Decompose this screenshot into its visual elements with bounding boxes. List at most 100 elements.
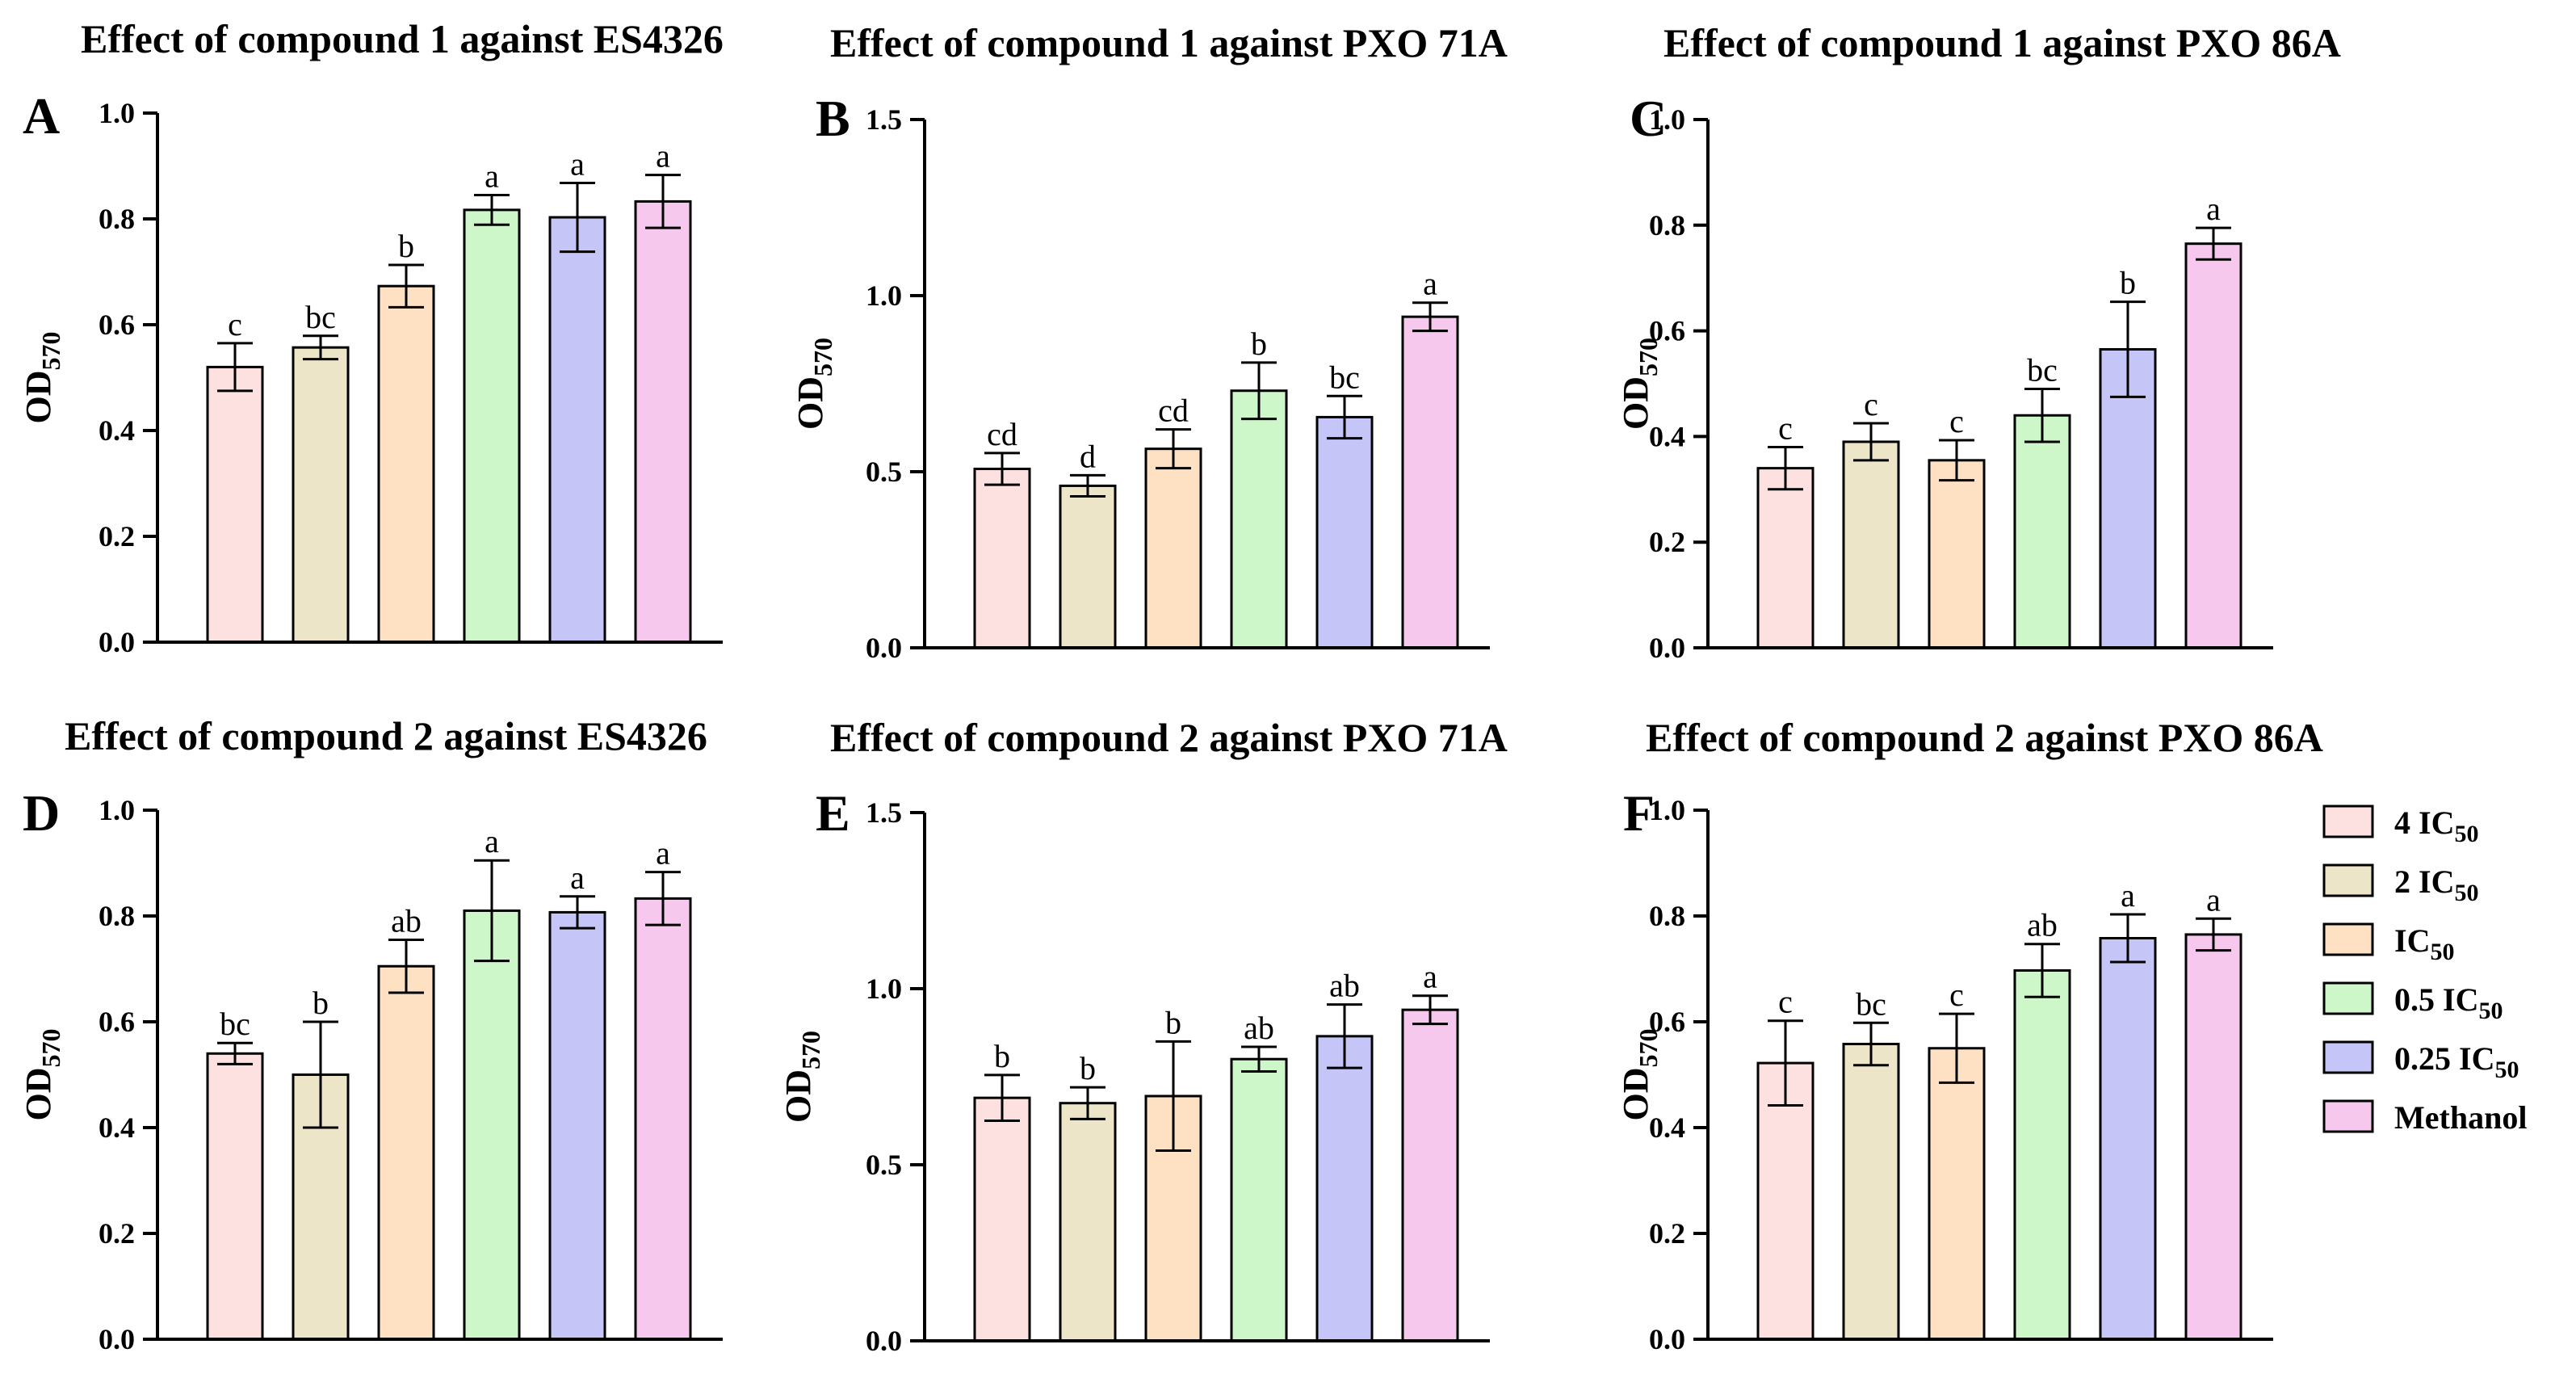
significance-label: a	[656, 835, 670, 872]
y-tick-label: 0.6	[1649, 315, 1685, 347]
legend-swatch	[2322, 1099, 2374, 1133]
legend-item-2: 2 IC50	[2322, 863, 2478, 906]
panel-letter: E	[816, 784, 850, 842]
bar-6	[1401, 315, 1459, 649]
y-tick-label: 0.6	[1649, 1006, 1685, 1038]
significance-label: b	[994, 1038, 1010, 1074]
bar-3	[377, 284, 435, 644]
y-tick-label: 0.2	[99, 1217, 135, 1250]
bar-5	[2099, 347, 2157, 649]
significance-label: c	[228, 306, 242, 342]
y-axis-label: OD570	[1616, 1029, 1663, 1121]
bar-5	[1315, 415, 1374, 649]
bar-2	[1842, 1043, 1900, 1341]
significance-label: b	[1080, 1050, 1096, 1086]
y-axis-label-main: OD	[791, 376, 830, 430]
panel-letter: F	[1623, 784, 1655, 842]
legend-label-main: 0.5 IC	[2394, 981, 2478, 1018]
legend-label-subscript: 50	[2478, 998, 2503, 1024]
chart-title: Effect of compound 2 against PXO 86A	[1646, 715, 2323, 760]
legend-label: 0.25 IC50	[2394, 1040, 2519, 1083]
y-tick-label: 1.0	[1649, 103, 1685, 136]
y-tick-label: 1.0	[99, 97, 135, 129]
bar-5	[1315, 1035, 1374, 1342]
panel-letter: C	[1630, 90, 1667, 147]
y-tick-label: 1.0	[866, 279, 902, 312]
bar-6	[2184, 933, 2242, 1341]
legend-item-4: 0.5 IC50	[2322, 981, 2503, 1024]
legend-item-5: 0.25 IC50	[2322, 1040, 2519, 1083]
bar-4	[1230, 1057, 1288, 1342]
legend-label-main: 4 IC	[2394, 805, 2454, 841]
chart-panel-e: Effect of compound 2 against PXO 71A E OD5…	[778, 715, 1508, 1357]
y-tick-label: 0.4	[99, 1111, 135, 1144]
y-tick-label: 0.8	[1649, 209, 1685, 242]
significance-label: ab	[2027, 907, 2058, 943]
legend-label-main: 0.25 IC	[2394, 1040, 2494, 1077]
significance-label: a	[656, 138, 670, 174]
y-tick-label: 0.2	[1649, 526, 1685, 558]
significance-label: ab	[1244, 1010, 1274, 1046]
y-tick-label: 0.4	[1649, 420, 1685, 452]
legend-label: 2 IC50	[2394, 863, 2478, 906]
chart-panel-c: Effect of compound 1 against PXO 86A C OD5…	[1616, 20, 2341, 664]
y-tick-label: 0.0	[1649, 632, 1685, 664]
bar-4	[2013, 968, 2071, 1341]
y-tick-label: 1.0	[866, 973, 902, 1005]
y-axis-label-main: OD	[1616, 1068, 1655, 1121]
y-tick-label: 0.8	[1649, 900, 1685, 932]
bar-1	[973, 468, 1031, 649]
y-axis-label-subscript: 570	[36, 1029, 65, 1068]
significance-label: c	[1949, 977, 1964, 1013]
y-axis-label: OD570	[1616, 338, 1663, 430]
significance-label: b	[2120, 265, 2136, 301]
legend-label-main: Methanol	[2394, 1099, 2527, 1136]
bar-4	[2013, 414, 2071, 649]
y-tick-label: 1.5	[866, 103, 902, 136]
bar-1	[206, 365, 264, 644]
legend-label: 4 IC50	[2394, 805, 2478, 847]
y-axis-label: OD570	[19, 332, 65, 424]
y-tick-label: 1.5	[866, 796, 902, 829]
chart-title: Effect of compound 2 against ES4326	[65, 713, 707, 758]
y-tick-label: 0.8	[99, 900, 135, 932]
significance-label: a	[2206, 881, 2221, 918]
legend-label-subscript: 50	[2454, 821, 2478, 847]
bar-3	[1928, 1047, 1986, 1341]
y-tick-label: 0.8	[99, 203, 135, 235]
significance-label: a	[485, 158, 499, 195]
bar-6	[634, 897, 692, 1341]
significance-label: bc	[1856, 985, 1886, 1022]
bar-1	[206, 1052, 264, 1341]
y-tick-label: 0.0	[866, 632, 902, 664]
y-tick-label: 0.5	[866, 456, 902, 488]
y-axis-label: OD570	[791, 338, 837, 430]
panel-letter: D	[23, 784, 60, 842]
bar-4	[1230, 389, 1288, 649]
significance-label: cd	[987, 416, 1017, 452]
y-tick-label: 0.6	[99, 309, 135, 341]
bar-2	[1842, 440, 1900, 649]
panel-letter: B	[816, 90, 850, 147]
significance-label: bc	[1329, 359, 1360, 395]
significance-label: b	[313, 985, 329, 1021]
significance-label: c	[1778, 984, 1793, 1020]
significance-label: b	[1165, 1004, 1181, 1040]
significance-label: a	[1423, 266, 1437, 302]
bar-2	[292, 346, 350, 644]
significance-label: c	[1778, 410, 1793, 446]
significance-label: a	[485, 823, 499, 859]
bar-6	[1401, 1008, 1459, 1342]
y-tick-label: 0.0	[99, 1323, 135, 1355]
significance-label: d	[1080, 438, 1096, 474]
legend-label: Methanol	[2394, 1099, 2527, 1136]
y-axis-label: OD570	[19, 1029, 65, 1121]
significance-label: a	[1423, 959, 1437, 995]
bar-3	[1144, 447, 1202, 649]
legend-label: IC50	[2394, 922, 2454, 965]
y-tick-label: 0.0	[99, 626, 135, 658]
legend-item-3: IC50	[2322, 922, 2454, 965]
significance-label: c	[1864, 386, 1878, 422]
